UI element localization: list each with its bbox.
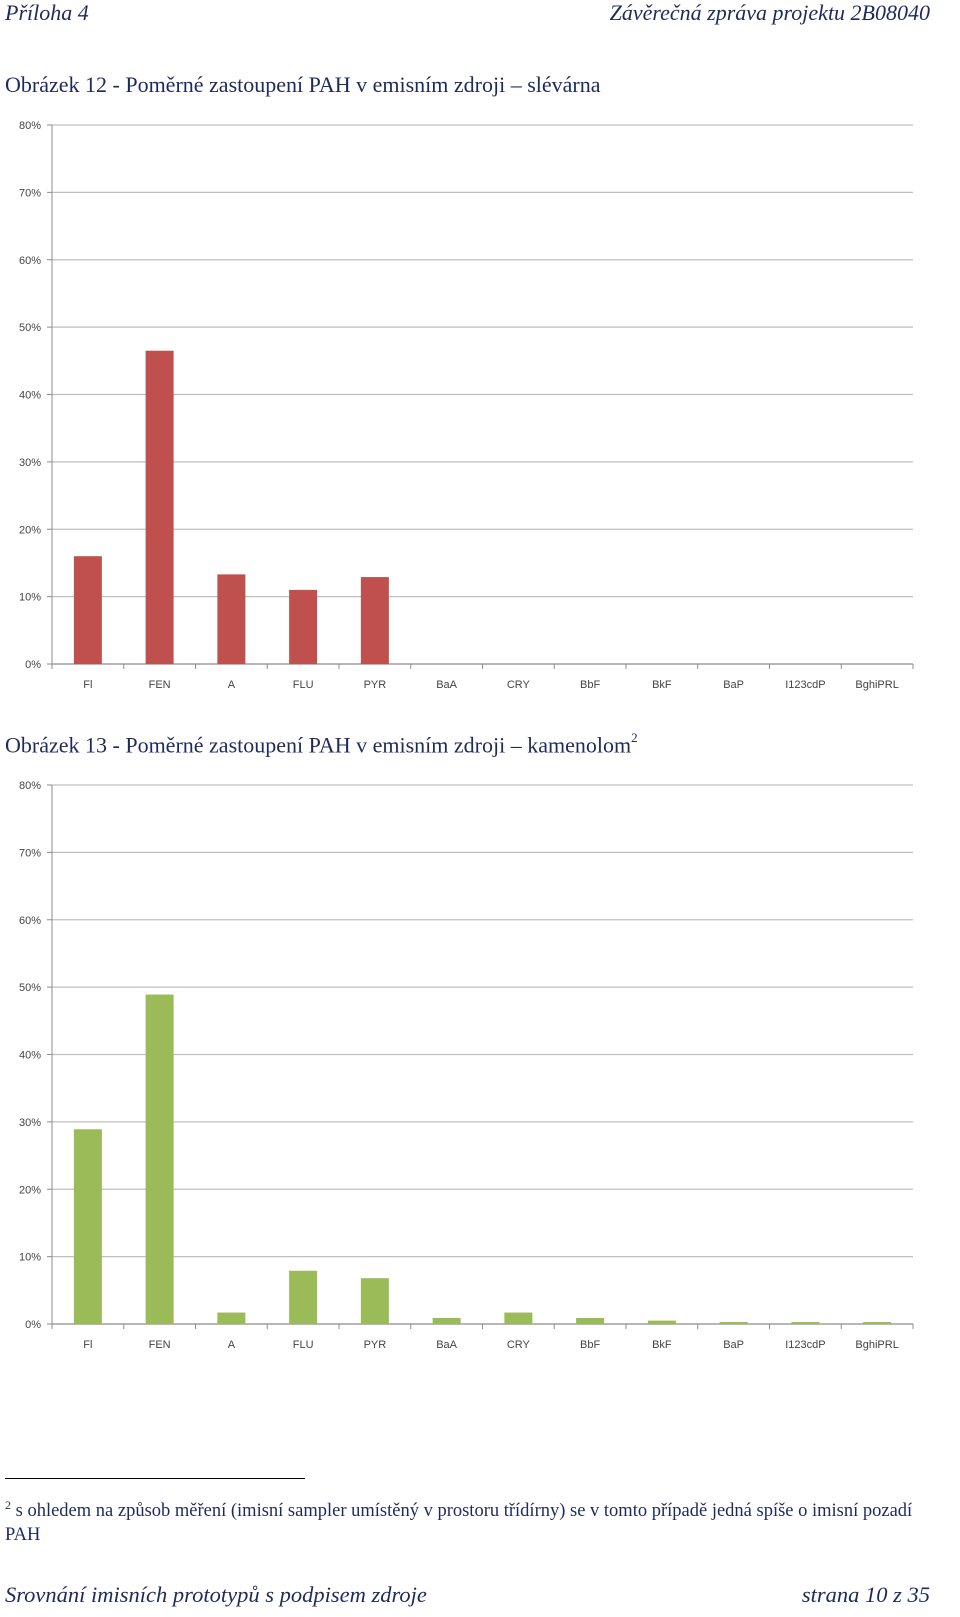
x-tick-label: BkF bbox=[652, 1339, 672, 1351]
bar-bap bbox=[719, 1321, 748, 1324]
x-tick-label: I123cdP bbox=[785, 679, 825, 691]
x-tick-label: PYR bbox=[364, 1339, 387, 1351]
x-tick-label: Fl bbox=[83, 1339, 92, 1351]
footnote-reference: 2 bbox=[631, 730, 638, 745]
y-tick-label: 0% bbox=[25, 659, 41, 671]
figure-12-title-text: Obrázek 12 - Poměrné zastoupení PAH v em… bbox=[5, 72, 601, 97]
bar-pyr bbox=[360, 577, 389, 664]
bar-fl bbox=[73, 556, 102, 664]
x-tick-label: Fl bbox=[83, 679, 92, 691]
x-tick-label: CRY bbox=[507, 1339, 531, 1351]
figure-12-title: Obrázek 12 - Poměrné zastoupení PAH v em… bbox=[5, 72, 601, 98]
y-tick-label: 10% bbox=[19, 1252, 41, 1264]
y-tick-label: 80% bbox=[19, 780, 41, 792]
footer-document-title: Srovnání imisních prototypů s podpisem z… bbox=[5, 1582, 427, 1607]
header-appendix-label: Příloha 4 bbox=[5, 0, 89, 25]
bar-flu bbox=[289, 589, 318, 664]
y-tick-label: 20% bbox=[19, 1184, 41, 1196]
x-tick-label: BghiPRL bbox=[855, 679, 898, 691]
x-tick-label: BghiPRL bbox=[855, 1339, 898, 1351]
x-tick-label: CRY bbox=[507, 679, 531, 691]
figure-13-title-text: Obrázek 13 - Poměrné zastoupení PAH v em… bbox=[5, 732, 632, 758]
bar-bbf bbox=[576, 1317, 605, 1324]
y-tick-label: 40% bbox=[19, 1050, 41, 1062]
x-tick-label: A bbox=[228, 1339, 236, 1351]
y-tick-label: 0% bbox=[25, 1319, 41, 1331]
x-tick-label: BaA bbox=[436, 679, 457, 691]
bar-bkf bbox=[647, 1320, 676, 1324]
bar-i123cdp bbox=[791, 1321, 820, 1324]
y-tick-label: 60% bbox=[19, 255, 41, 267]
y-tick-label: 10% bbox=[19, 592, 41, 604]
bar-fl bbox=[73, 1129, 102, 1324]
chart-slevarna: 0% 10% 20% 30% 40% 50% 60% 70% 80% Fl FEN A FLU PYR Ba… bbox=[19, 120, 914, 691]
x-tick-label: BaA bbox=[436, 1339, 457, 1351]
x-tick-label: BkF bbox=[652, 679, 672, 691]
bar-bghiprl bbox=[863, 1321, 892, 1324]
x-tick-label: BbF bbox=[580, 1339, 600, 1351]
y-tick-label: 60% bbox=[19, 915, 41, 927]
y-tick-label: 70% bbox=[19, 187, 41, 199]
x-tick-label: BaP bbox=[723, 1339, 744, 1351]
footnote-mark: 2 bbox=[5, 1498, 11, 1512]
x-tick-label: PYR bbox=[364, 679, 387, 691]
footer-page-number: strana 10 z 35 bbox=[801, 1582, 930, 1607]
y-tick-label: 30% bbox=[19, 457, 41, 469]
x-tick-label: FLU bbox=[293, 1339, 314, 1351]
x-tick-label: FEN bbox=[149, 1339, 171, 1351]
x-tick-label: BbF bbox=[580, 679, 600, 691]
chart-kamenolom: 0% 10% 20% 30% 40% 50% 60% 70% 80% Fl FEN A FLU PYR Ba… bbox=[19, 780, 914, 1351]
bar-a bbox=[217, 574, 246, 664]
y-tick-label: 50% bbox=[19, 982, 41, 994]
y-tick-label: 40% bbox=[19, 390, 41, 402]
y-tick-label: 80% bbox=[19, 120, 41, 132]
y-tick-label: 30% bbox=[19, 1117, 41, 1129]
x-tick-label: BaP bbox=[723, 679, 744, 691]
footnote-separator bbox=[5, 1478, 305, 1479]
y-tick-label: 20% bbox=[19, 524, 41, 536]
y-tick-label: 70% bbox=[19, 847, 41, 859]
figure-13-title: Obrázek 13 - Poměrné zastoupení PAH v em… bbox=[5, 730, 638, 758]
bar-a bbox=[217, 1312, 246, 1324]
x-tick-label: A bbox=[228, 679, 236, 691]
header-report-title: Závěrečná zpráva projektu 2B08040 bbox=[609, 0, 930, 25]
y-tick-label: 50% bbox=[19, 322, 41, 334]
bar-fen bbox=[145, 350, 174, 664]
bar-flu bbox=[289, 1270, 318, 1324]
footnote: 2 s ohledem na způsob měření (imisní sam… bbox=[5, 1493, 925, 1547]
x-tick-label: FEN bbox=[149, 679, 171, 691]
bar-pyr bbox=[360, 1278, 389, 1324]
x-tick-label: I123cdP bbox=[785, 1339, 825, 1351]
footnote-text: s ohledem na způsob měření (imisní sampl… bbox=[5, 1501, 913, 1546]
x-tick-label: FLU bbox=[293, 679, 314, 691]
bar-baa bbox=[432, 1317, 461, 1324]
bar-fen bbox=[145, 994, 174, 1324]
bar-cry bbox=[504, 1312, 533, 1324]
